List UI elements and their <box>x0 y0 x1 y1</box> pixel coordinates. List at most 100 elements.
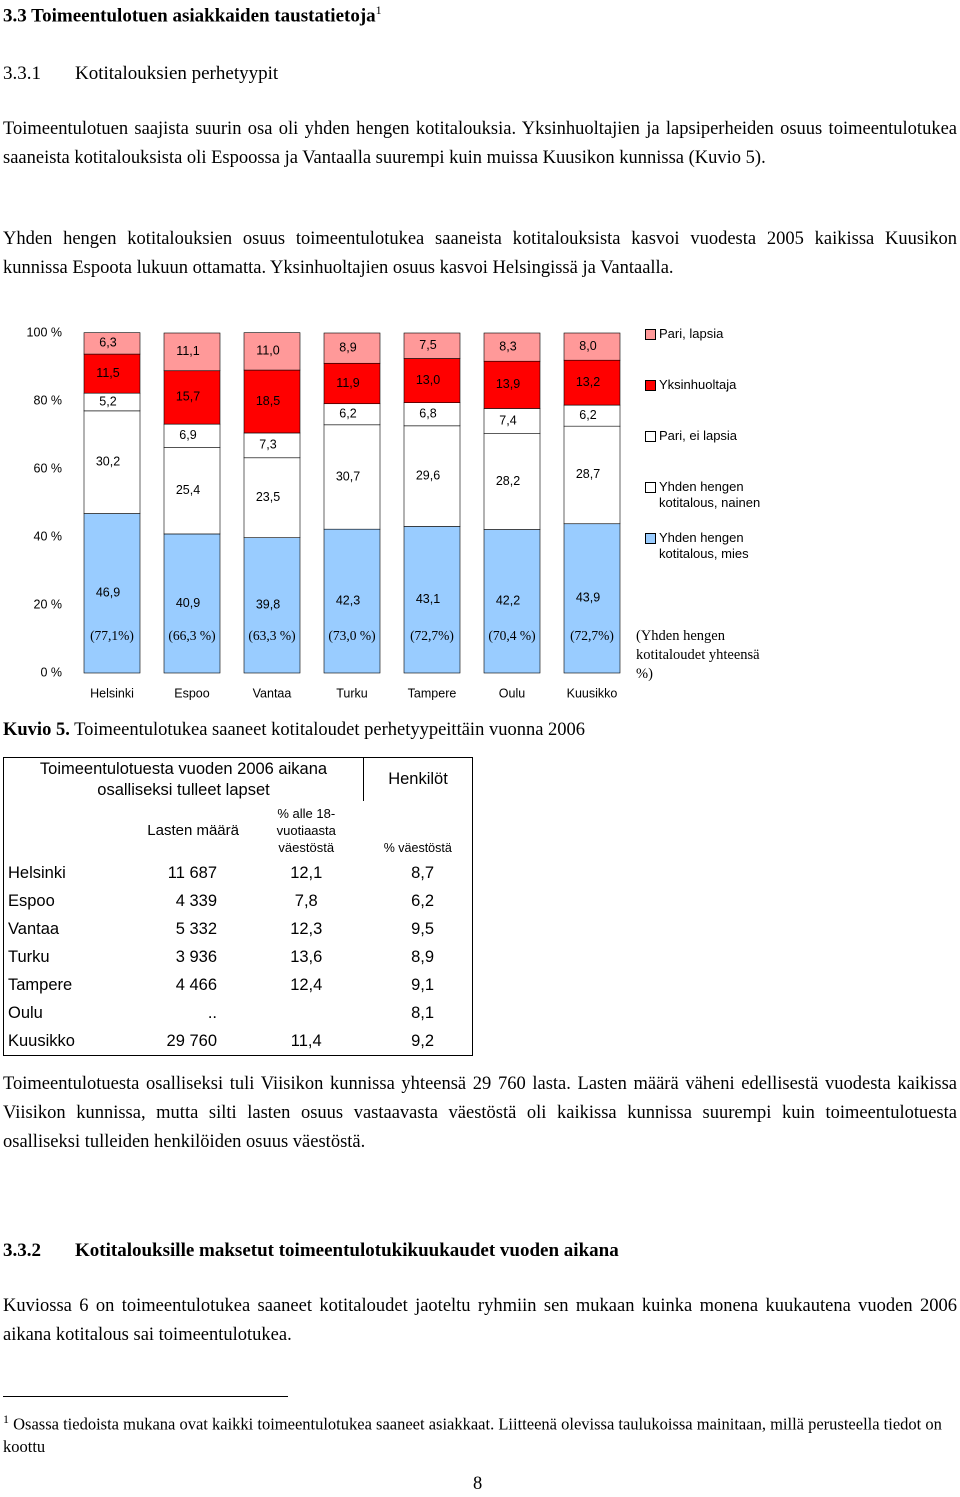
section-title: Kotitalouksille maksetut toimeentulotuki… <box>75 1240 619 1261</box>
annotation: (72,7%) <box>410 628 454 643</box>
data-label: 42,3 <box>336 593 360 607</box>
legend-swatch <box>645 380 656 391</box>
table-cell: Oulu <box>8 1003 43 1022</box>
data-label: 11,9 <box>336 376 359 390</box>
footnote-ref: 1 <box>375 3 382 17</box>
heading-title: Toimeentulotuen asiakkaiden taustatietoj… <box>31 5 376 27</box>
data-label: 11,1 <box>176 344 199 358</box>
table-cell: 12,1 <box>290 863 323 882</box>
table-cell: 13,6 <box>290 947 323 966</box>
bar-segment <box>483 332 541 362</box>
annotation: (72,7%) <box>570 628 614 643</box>
table-cell: 11 687 <box>167 863 217 882</box>
legend-swatch <box>645 431 656 442</box>
legend-label: Pari, ei lapsia <box>659 428 738 443</box>
table-subheader: Lasten määrä % alle 18-vuotiaasta väestö… <box>4 801 473 859</box>
data-label: 8,0 <box>579 339 596 353</box>
data-label: 11,5 <box>96 366 119 380</box>
table-cell: Kuusikko <box>8 1031 75 1050</box>
data-label: 6,9 <box>179 428 196 442</box>
legend-swatch <box>645 533 656 544</box>
bar-segment <box>483 433 541 530</box>
data-label: 15,7 <box>176 390 200 404</box>
table-cell: 7,8 <box>294 891 318 910</box>
data-label: 6,8 <box>419 407 436 421</box>
bar-segment <box>323 424 381 530</box>
caption-label: Kuvio 5. <box>3 720 70 740</box>
legend-swatch <box>645 482 656 493</box>
x-tick-label: Oulu <box>499 686 525 700</box>
table-cell: Vantaa <box>8 919 60 938</box>
paragraph: Yhden hengen kotitalouksien osuus toimee… <box>3 229 957 278</box>
table-row: Oulu.. 8,1 <box>4 999 473 1027</box>
bar-segment <box>563 359 621 406</box>
table-body: Helsinki 11 687 12,1 8,7 Espoo 4 339 7,8 6,2 Van… <box>4 859 473 1056</box>
data-label: 28,2 <box>496 474 520 488</box>
legend-swatch <box>645 329 656 340</box>
bar-segment <box>243 432 301 459</box>
data-label: 29,6 <box>416 468 440 482</box>
table-header: Toimeentulotuesta vuoden 2006 aikana osa… <box>4 757 473 801</box>
table-cell: 8,1 <box>411 1003 434 1022</box>
table-cell: 12,3 <box>290 919 323 938</box>
column-header: Lasten määrä <box>147 821 239 839</box>
footnote-text: Osassa tiedoista mukana ovat kaikki toim… <box>3 1414 942 1456</box>
table-cell: 5 332 <box>175 919 217 938</box>
data-label: 7,4 <box>499 413 516 427</box>
table-cell: 4 466 <box>175 975 217 994</box>
data-label: 7,5 <box>419 338 436 352</box>
bar-segment <box>403 358 461 404</box>
table-cell: Turku <box>8 947 50 966</box>
bar-segment <box>483 408 541 434</box>
data-label: 6,2 <box>339 407 356 421</box>
annotation-label: (Yhden hengen kotitaloudet yhteensä %) <box>636 628 760 682</box>
table-cell: 11,4 <box>290 1031 322 1050</box>
table-cell: 6,2 <box>411 891 434 910</box>
bar-segment <box>403 425 461 527</box>
table-cell <box>249 999 364 1027</box>
data-label: 13,9 <box>496 377 520 391</box>
y-tick-label: 80 % <box>34 393 63 407</box>
annotation: (63,3 %) <box>248 628 295 643</box>
table-cell: 9,5 <box>411 919 434 938</box>
data-label: 18,5 <box>256 394 280 408</box>
data-label: 40,9 <box>176 596 200 610</box>
bar-segment <box>243 457 301 538</box>
caption: Kuvio 5. Toimeentulotukea saaneet kotita… <box>3 720 585 741</box>
legend-item: Yksinhuoltaja <box>645 377 765 393</box>
data-label: 6,3 <box>99 336 116 350</box>
x-tick-label: Turku <box>336 686 368 700</box>
data-label: 13,0 <box>416 373 440 387</box>
legend-item: Pari, ei lapsia <box>645 428 765 444</box>
section-heading: 3.3.2 Kotitalouksille maksetut toimeentul… <box>3 1240 619 1262</box>
table-cell: 9,1 <box>411 975 434 994</box>
bar-segment <box>83 353 141 394</box>
data-label: 43,9 <box>576 591 600 605</box>
paragraph: Kuviossa 6 on toimeentulotukea saaneet k… <box>3 1296 957 1345</box>
bar-segment <box>483 360 541 409</box>
table-row: Espoo 4 339 7,8 6,2 <box>4 887 473 915</box>
column-header: % alle 18-vuotiaasta väestöstä <box>276 805 336 855</box>
x-tick-label: Vantaa <box>253 686 292 700</box>
subheading-number: 3.3.1 <box>3 63 41 84</box>
x-tick-label: Espoo <box>174 686 209 700</box>
bar-segment <box>563 332 621 361</box>
bar-segment <box>243 537 301 674</box>
table-cell: Helsinki <box>8 863 66 882</box>
bar-segment <box>403 332 461 359</box>
table-row: Vantaa 5 332 12,3 9,5 <box>4 915 473 943</box>
bar-segment <box>563 523 621 674</box>
table-row: Helsinki 11 687 12,1 8,7 <box>4 859 473 887</box>
data-label: 39,8 <box>256 598 280 612</box>
bar-segment <box>243 332 301 371</box>
page-number: 8 <box>473 1474 483 1494</box>
table-cell: 12,4 <box>290 975 323 994</box>
y-tick-label: 20 % <box>34 597 63 611</box>
x-tick-label: Kuusikko <box>567 686 618 700</box>
data-label: 11,0 <box>256 344 279 358</box>
legend-item: Pari, lapsia <box>645 326 765 342</box>
heading: 3.3 Toimeentulotuen asiakkaiden taustati… <box>3 3 382 27</box>
legend-item: Yhden hengen kotitalous, mies <box>645 530 765 562</box>
data-label: 46,9 <box>96 586 120 600</box>
